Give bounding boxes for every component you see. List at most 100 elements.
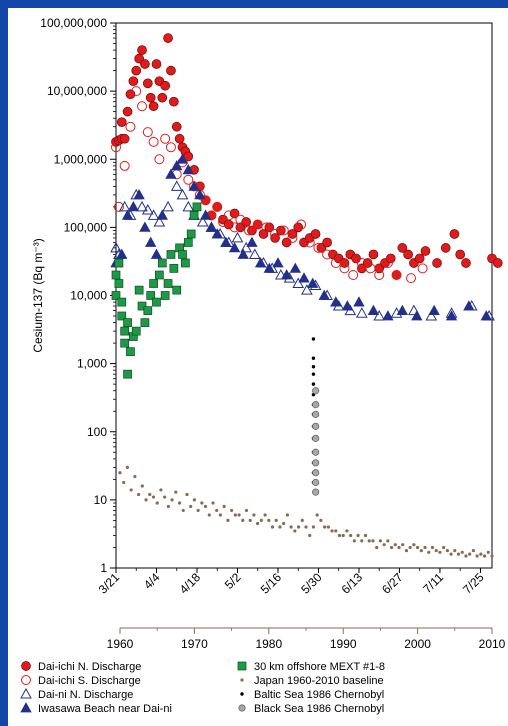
- data-point: [186, 229, 196, 239]
- y-tick-label: 1,000,000: [54, 152, 108, 166]
- data-point: [442, 545, 446, 550]
- y-tick-label: 10: [94, 493, 108, 507]
- data-point: [185, 492, 189, 497]
- data-point: [200, 501, 204, 505]
- data-point: [301, 284, 313, 295]
- data-point: [160, 80, 171, 91]
- x-date-tick-label: 5/2: [222, 570, 244, 592]
- data-point: [237, 513, 241, 517]
- data-point: [111, 142, 121, 153]
- data-point: [397, 545, 401, 550]
- data-point: [479, 552, 483, 556]
- data-point: [211, 228, 223, 239]
- data-point: [177, 501, 182, 505]
- data-point: [356, 533, 360, 538]
- legend-marker: [240, 678, 244, 682]
- data-point: [241, 518, 245, 522]
- data-point: [122, 106, 133, 117]
- data-point: [425, 309, 438, 321]
- data-point: [196, 508, 200, 513]
- data-point: [373, 309, 386, 321]
- legend-marker: [237, 661, 247, 671]
- data-point: [393, 543, 397, 547]
- data-point: [267, 518, 271, 522]
- data-point: [261, 222, 272, 233]
- data-point: [461, 258, 471, 268]
- data-point: [123, 369, 132, 379]
- data-point: [311, 525, 316, 529]
- year-tick-label: 2000: [404, 637, 431, 651]
- data-point: [272, 257, 284, 268]
- data-point: [223, 210, 234, 221]
- data-point: [159, 488, 163, 492]
- data-point: [151, 59, 162, 69]
- data-point: [293, 222, 304, 233]
- data-point: [136, 200, 148, 212]
- data-point: [163, 495, 167, 499]
- data-point: [293, 529, 297, 533]
- data-point: [230, 508, 234, 513]
- data-point: [122, 480, 126, 485]
- data-point: [351, 253, 361, 264]
- data-point: [420, 246, 431, 256]
- data-point: [246, 236, 258, 247]
- data-point: [144, 498, 148, 502]
- year-tick-label: 1970: [181, 637, 208, 651]
- data-point: [298, 272, 310, 283]
- data-point: [140, 484, 144, 488]
- data-point: [318, 289, 330, 300]
- data-point: [170, 180, 183, 191]
- data-point: [289, 525, 293, 529]
- data-point: [203, 504, 208, 509]
- legend-marker: [20, 702, 32, 713]
- data-point: [486, 550, 490, 554]
- data-point: [157, 258, 167, 268]
- data-point: [176, 153, 189, 164]
- data-point: [311, 382, 316, 386]
- data-point: [311, 372, 316, 376]
- data-point: [312, 488, 320, 496]
- data-point: [252, 513, 256, 517]
- data-point: [434, 549, 438, 553]
- data-point: [445, 549, 449, 553]
- data-point: [147, 209, 160, 220]
- data-point: [127, 201, 140, 212]
- x-date-tick-label: 4/4: [141, 570, 163, 592]
- data-point: [312, 410, 320, 418]
- data-point: [468, 552, 472, 556]
- data-point: [341, 533, 345, 538]
- data-point: [282, 521, 286, 526]
- data-point: [339, 263, 350, 274]
- data-point: [137, 492, 141, 497]
- data-point: [274, 518, 278, 522]
- data-point: [397, 243, 408, 253]
- data-point: [163, 279, 173, 288]
- data-point: [330, 257, 341, 268]
- data-point: [315, 513, 319, 517]
- data-point: [152, 297, 161, 307]
- data-point: [125, 121, 136, 132]
- x-date-tick-label: 6/13: [339, 570, 366, 597]
- data-point: [196, 215, 209, 227]
- data-point: [160, 133, 171, 144]
- data-point: [312, 387, 320, 395]
- data-point: [312, 434, 320, 442]
- data-point: [128, 76, 139, 87]
- data-point: [365, 263, 376, 274]
- data-point: [482, 554, 487, 558]
- x-date-tick-label: 6/27: [379, 570, 406, 597]
- data-point: [408, 545, 412, 550]
- y-tick-label: 10,000,000: [47, 84, 107, 98]
- data-point: [165, 142, 176, 153]
- data-point: [233, 513, 237, 517]
- data-point: [183, 238, 193, 247]
- data-point: [339, 258, 350, 268]
- data-point: [131, 326, 141, 336]
- data-point: [119, 133, 130, 144]
- data-point: [172, 285, 182, 295]
- data-point: [270, 228, 281, 239]
- data-point: [492, 258, 503, 268]
- data-point: [391, 269, 402, 280]
- year-tick-label: 1980: [255, 637, 282, 651]
- data-point: [116, 117, 127, 128]
